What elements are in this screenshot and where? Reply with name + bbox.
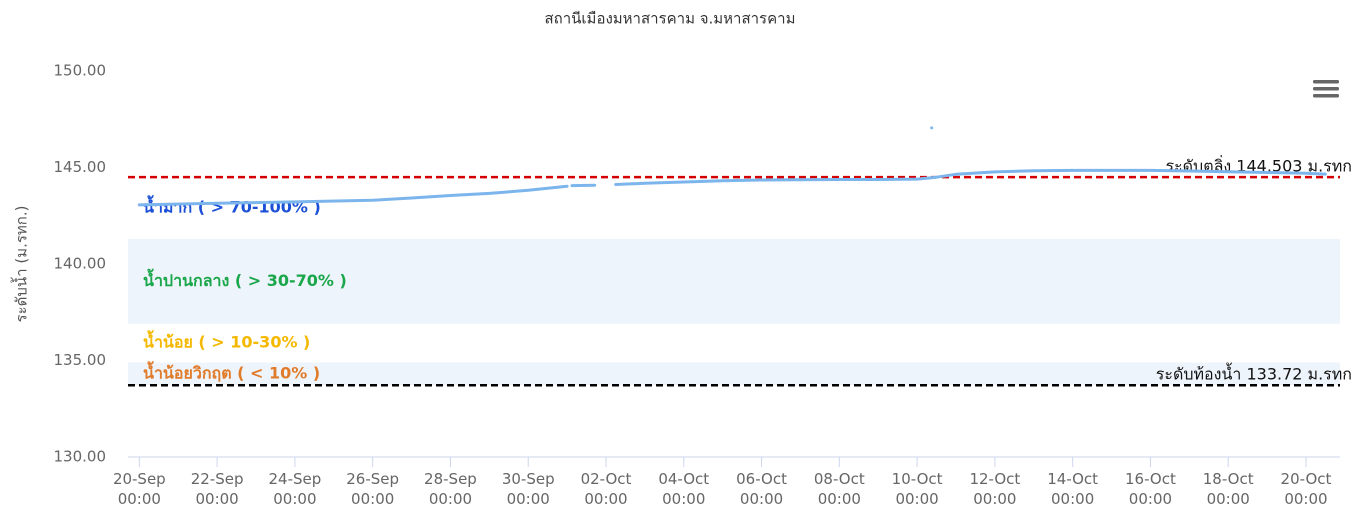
- x-tick-label: 28-Sep 00:00: [424, 470, 477, 508]
- x-tick-label: 08-Oct 00:00: [814, 470, 865, 508]
- x-tick-label-line: 10-Oct: [892, 470, 943, 488]
- x-tick-label: 20-Sep 00:00: [113, 470, 166, 508]
- x-tick-label: 14-Oct 00:00: [1047, 470, 1098, 508]
- x-tick-label-line: 18-Oct: [1203, 470, 1254, 488]
- x-tick-label-line: 00:00: [196, 490, 239, 508]
- x-tick-label: 12-Oct 00:00: [969, 470, 1020, 508]
- x-tick-label-line: 26-Sep: [346, 470, 399, 488]
- y-tick-label: 145.00: [54, 158, 107, 176]
- data-point: [930, 126, 934, 130]
- band-label: น้ำปานกลาง ( > 30-70% ): [143, 268, 347, 290]
- x-tick-label-line: 00:00: [973, 490, 1016, 508]
- x-tick-label: 18-Oct 00:00: [1203, 470, 1254, 508]
- y-tick-label: 130.00: [54, 448, 107, 466]
- x-tick-label-line: 20-Sep: [113, 470, 166, 488]
- x-tick-label-line: 28-Sep: [424, 470, 477, 488]
- plot-line-label: ระดับท้องน้ำ 133.72 ม.รทก: [1156, 363, 1352, 384]
- x-tick-label-line: 00:00: [1129, 490, 1172, 508]
- x-tick-label: 30-Sep 00:00: [502, 470, 555, 508]
- x-tick-label-line: 00:00: [351, 490, 394, 508]
- band-label: น้ำมาก ( > 70-100% ): [143, 195, 321, 217]
- x-tick-label-line: 00:00: [507, 490, 550, 508]
- x-tick-label-line: 08-Oct: [814, 470, 865, 488]
- x-tick-label-line: 00:00: [584, 490, 627, 508]
- y-tick-label: 135.00: [54, 351, 107, 369]
- x-tick-label-line: 00:00: [740, 490, 783, 508]
- menu-button[interactable]: [1312, 78, 1340, 100]
- chart-title: สถานีเมืองมหาสารคาม จ.มหาสารคาม: [545, 10, 796, 28]
- menu-bar: [1313, 80, 1339, 84]
- x-tick-label-line: 00:00: [1284, 490, 1327, 508]
- menu-bar: [1313, 94, 1339, 98]
- x-tick-label-line: 02-Oct: [581, 470, 632, 488]
- series-line: [614, 168, 1327, 186]
- plot-band: [128, 238, 1340, 324]
- plot-band: [128, 362, 1340, 386]
- x-tick-label-line: 00:00: [662, 490, 705, 508]
- x-tick-label-line: 00:00: [118, 490, 161, 508]
- x-tick-label-line: 00:00: [1051, 490, 1094, 508]
- x-tick-label-line: 06-Oct: [736, 470, 787, 488]
- x-tick-label-line: 30-Sep: [502, 470, 555, 488]
- x-tick-label-line: 00:00: [895, 490, 938, 508]
- x-tick-label: 06-Oct 00:00: [736, 470, 787, 508]
- band-label: น้ำน้อยวิกฤต ( < 10% ): [143, 360, 320, 382]
- y-tick-label: 140.00: [54, 255, 107, 273]
- x-tick-label-line: 12-Oct: [969, 470, 1020, 488]
- x-tick-label-line: 00:00: [1207, 490, 1250, 508]
- x-tick-label: 20-Oct 00:00: [1281, 470, 1332, 508]
- x-tick-label: 24-Sep 00:00: [269, 470, 322, 508]
- x-tick-label: 10-Oct 00:00: [892, 470, 943, 508]
- x-tick-label-line: 16-Oct: [1125, 470, 1176, 488]
- x-tick-label-line: 14-Oct: [1047, 470, 1098, 488]
- x-tick-label: 02-Oct 00:00: [581, 470, 632, 508]
- y-axis-label: ระดับน้ำ (ม.รทก.): [11, 206, 31, 323]
- series-line: [137, 184, 569, 207]
- x-tick-label-line: 00:00: [818, 490, 861, 508]
- x-tick-label-line: 20-Oct: [1281, 470, 1332, 488]
- x-tick-label-line: 00:00: [273, 490, 316, 508]
- x-tick-label-line: 04-Oct: [658, 470, 709, 488]
- x-tick-label: 26-Sep 00:00: [346, 470, 399, 508]
- x-tick-label-line: 22-Sep: [191, 470, 244, 488]
- y-tick-label: 150.00: [54, 62, 107, 80]
- x-tick-label: 22-Sep 00:00: [191, 470, 244, 508]
- band-label: น้ำน้อย ( > 10-30% ): [143, 330, 310, 352]
- x-tick-label-line: 00:00: [429, 490, 472, 508]
- x-tick-label: 04-Oct 00:00: [658, 470, 709, 508]
- menu-bar: [1313, 87, 1339, 91]
- x-tick-label-line: 24-Sep: [269, 470, 322, 488]
- x-tick-label: 16-Oct 00:00: [1125, 470, 1176, 508]
